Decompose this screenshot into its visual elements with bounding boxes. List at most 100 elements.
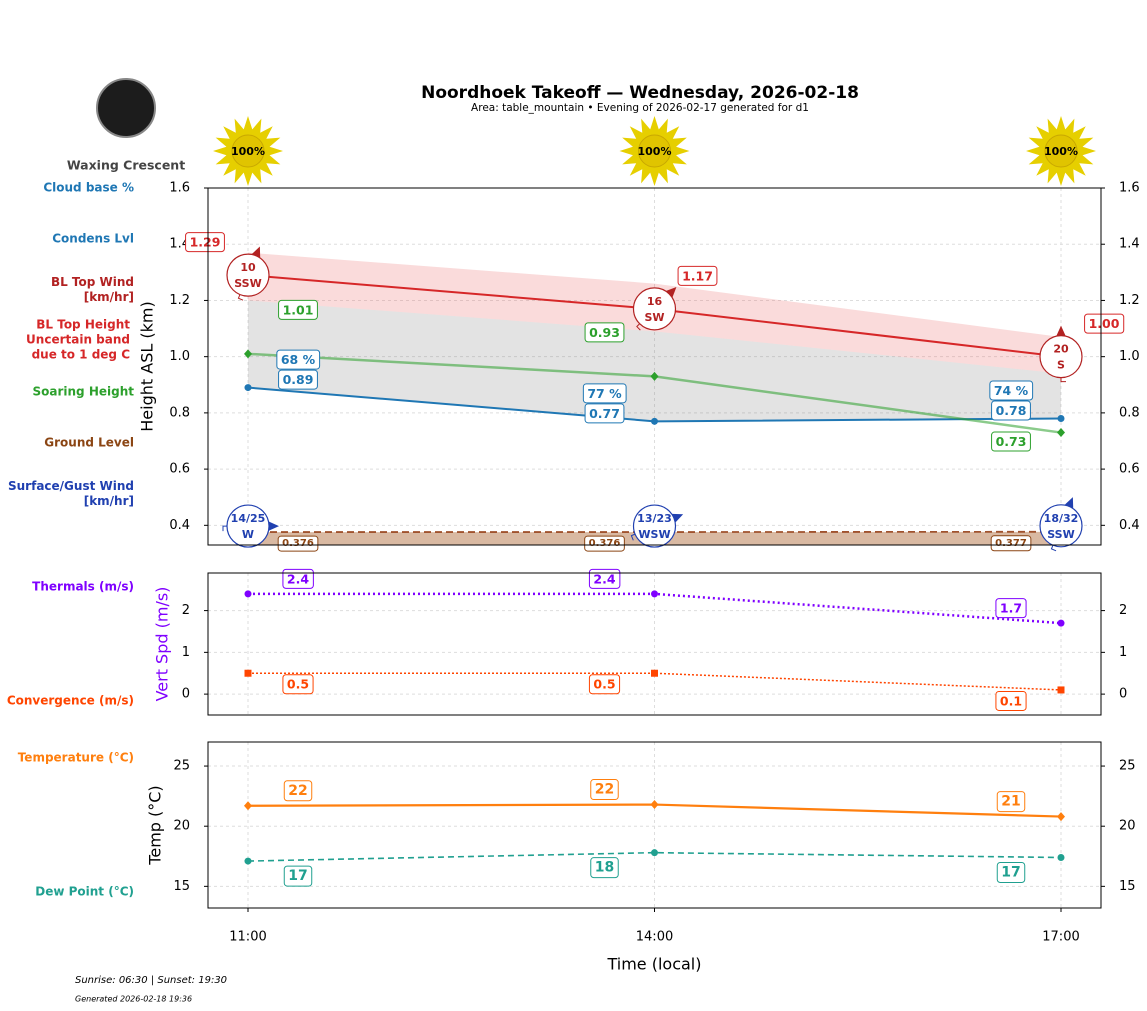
- moon-phase: Waxing Crescent: [67, 158, 185, 173]
- series-label: Surface/Gust Wind [km/hr]: [8, 479, 134, 508]
- point: [651, 849, 658, 857]
- wind-direction: W: [242, 528, 254, 541]
- wind-arrow: [1064, 497, 1074, 509]
- label-box: [185, 232, 225, 253]
- sun: [638, 134, 671, 168]
- point: [244, 349, 252, 359]
- wind-circle: [632, 287, 677, 331]
- wind-speed: 14/25: [231, 512, 266, 525]
- y-axis-label: Height ASL (km): [138, 301, 157, 431]
- label-box: [996, 861, 1026, 883]
- wind-speed: 18/32: [1044, 512, 1079, 525]
- value-label: 1.7: [1000, 601, 1022, 616]
- wind-tail: [636, 323, 641, 331]
- value-label: 17: [288, 868, 307, 884]
- point: [244, 590, 252, 598]
- wind-arrow: [672, 513, 684, 523]
- sun-label: 100%: [638, 145, 672, 158]
- y-tick-label: 0.6: [169, 462, 190, 477]
- value-label: 2.4: [593, 571, 615, 586]
- y-tick-label: 15: [173, 879, 190, 894]
- value-label: 1.17: [682, 268, 713, 283]
- label-box: [276, 349, 321, 370]
- value-label: 1.01: [283, 302, 314, 317]
- label-box: [278, 299, 318, 320]
- y-tick-label: 2: [182, 603, 190, 618]
- label-box: [584, 403, 625, 424]
- sun-times: Sunrise: 06:30 | Sunset: 19:30: [75, 975, 227, 986]
- wind-arrow: [251, 246, 261, 258]
- y2-tick-label: 0.8: [1119, 405, 1140, 420]
- label-box: [989, 380, 1034, 401]
- label-box: [588, 568, 621, 589]
- value-label: 22: [595, 782, 614, 798]
- y-tick-label: 1.6: [169, 181, 190, 196]
- x-axis-label: Time (local): [606, 955, 701, 974]
- label-box: [996, 791, 1026, 813]
- label-box: [677, 265, 718, 286]
- y2-tick-label: 1.6: [1119, 181, 1140, 196]
- label-box: [588, 674, 621, 695]
- point: [1057, 619, 1065, 627]
- y-tick-label: 0.8: [169, 405, 190, 420]
- series-label: Thermals (m/s): [32, 579, 134, 594]
- wind-circle: [632, 504, 677, 548]
- label-box: [582, 383, 627, 404]
- point: [651, 669, 658, 677]
- value-label: 2.4: [287, 571, 309, 586]
- value-label: 0.377: [995, 538, 1027, 549]
- sun: [1044, 134, 1078, 168]
- y-tick-label: 1.0: [169, 349, 190, 364]
- y2-tick-label: 1.0: [1119, 349, 1140, 364]
- y2-tick-label: 20: [1119, 819, 1136, 834]
- value-label: 1.00: [1089, 316, 1120, 331]
- wind-tail: [1050, 544, 1057, 552]
- y-tick-label: 20: [173, 819, 190, 834]
- wind-circle: [1039, 504, 1083, 548]
- x-tick-label: 17:00: [1042, 930, 1079, 945]
- plot-frame: [207, 741, 1102, 909]
- wind-tail: [237, 294, 244, 301]
- value-label: 21: [1001, 794, 1020, 810]
- value-label: 77 %: [587, 386, 622, 401]
- point: [1057, 428, 1065, 438]
- value-label: 0.376: [589, 538, 621, 549]
- y2-tick-label: 0.4: [1119, 518, 1140, 533]
- value-label: 0.376: [282, 538, 314, 549]
- label-box: [590, 779, 619, 801]
- point: [244, 857, 252, 865]
- y-tick-label: 1.4: [169, 237, 190, 252]
- value-label: 18: [595, 860, 614, 876]
- y-tick-label: 0: [182, 687, 190, 702]
- value-label: 0.1: [1000, 693, 1022, 708]
- value-label: 0.78: [996, 403, 1027, 418]
- label-box: [278, 369, 318, 390]
- label-box: [995, 598, 1027, 619]
- point: [1057, 686, 1065, 694]
- label-box: [282, 674, 314, 695]
- series-label: Cloud base %: [43, 180, 134, 195]
- value-label: 0.5: [593, 677, 615, 692]
- y2-tick-label: 25: [1119, 759, 1136, 774]
- x-tick-label: 11:00: [229, 930, 266, 945]
- wind-speed: 13/23: [637, 512, 672, 525]
- point: [651, 590, 658, 598]
- sun-label: 100%: [231, 145, 265, 158]
- label-box: [283, 780, 313, 802]
- wind-speed: 20: [1053, 343, 1069, 356]
- wind-direction: SW: [644, 311, 664, 324]
- wind-tail: [1060, 377, 1066, 383]
- y2-tick-label: 1: [1119, 645, 1127, 660]
- y-axis-label: Temp (°C): [146, 785, 165, 865]
- label-box: [1084, 313, 1125, 334]
- label-box: [991, 400, 1031, 421]
- point: [244, 669, 252, 677]
- point: [651, 417, 658, 425]
- dewpoint-line: [247, 851, 1062, 862]
- series-label: BL Top Height Uncertain band due to 1 de…: [26, 317, 130, 362]
- y-tick-label: 1.2: [169, 293, 190, 308]
- y2-tick-label: 1.2: [1119, 293, 1140, 308]
- series-label: Condens Lvl: [52, 231, 134, 246]
- wind-arrow: [1056, 325, 1066, 336]
